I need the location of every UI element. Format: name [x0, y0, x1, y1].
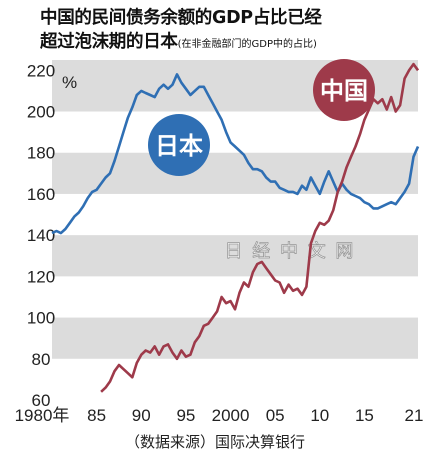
- y-tick-label: 100: [27, 309, 55, 328]
- y-axis-ticks: 60 80 100 120 140 160 180 200 220: [27, 61, 55, 410]
- x-tick-label: 85: [87, 406, 106, 425]
- x-axis-ticks: 1980年 85 90 95 2000 05 10 15 21: [15, 406, 424, 425]
- x-tick-label: 95: [176, 406, 195, 425]
- y-tick-label: 140: [27, 226, 55, 245]
- data-source-note: （数据来源）国际决算银行: [124, 433, 305, 451]
- chart-title-line-1: 中国的民间债务余额的GDP占比已经: [40, 8, 322, 28]
- series-name-japan: 日本: [155, 132, 203, 160]
- y-tick-label: 80: [32, 350, 51, 369]
- series-name-china: 中国: [320, 77, 368, 105]
- y-tick-label: 60: [32, 391, 51, 410]
- x-tick-label: 21: [405, 406, 424, 425]
- grid-band: [52, 235, 418, 277]
- y-axis-unit: %: [62, 73, 77, 92]
- grid-band: [52, 317, 418, 359]
- chart-title-note: (在非金融部门的GDP中的占比): [177, 39, 317, 50]
- y-tick-label: 180: [27, 144, 55, 163]
- grid-bands: [52, 60, 418, 359]
- y-tick-label: 120: [27, 267, 55, 286]
- x-tick-label: 10: [310, 406, 329, 425]
- watermark-text: 日 经 中 文 网: [225, 241, 356, 262]
- grid-band: [52, 152, 418, 194]
- y-tick-label: 200: [27, 103, 55, 122]
- x-tick-label: 15: [355, 406, 374, 425]
- series-line-china: [100, 62, 420, 393]
- x-tick-label: 1980年: [15, 406, 70, 425]
- y-tick-label: 220: [27, 61, 55, 80]
- x-tick-label: 2000: [212, 406, 250, 425]
- series-badge-japan: [148, 114, 210, 176]
- chart-title-line-2: 超过泡沫期的日本(在非金融部门的GDP中的占比): [40, 28, 317, 53]
- chart-title-main: 超过泡沫期的日本: [40, 32, 178, 52]
- x-tick-label: 05: [266, 406, 285, 425]
- series-label-china: 中国: [313, 59, 375, 121]
- y-tick-label: 160: [27, 185, 55, 204]
- x-tick-label: 90: [132, 406, 151, 425]
- series-label-japan: 日本: [148, 114, 210, 176]
- series-line-japan: [51, 73, 420, 235]
- series-badge-china: [313, 59, 375, 121]
